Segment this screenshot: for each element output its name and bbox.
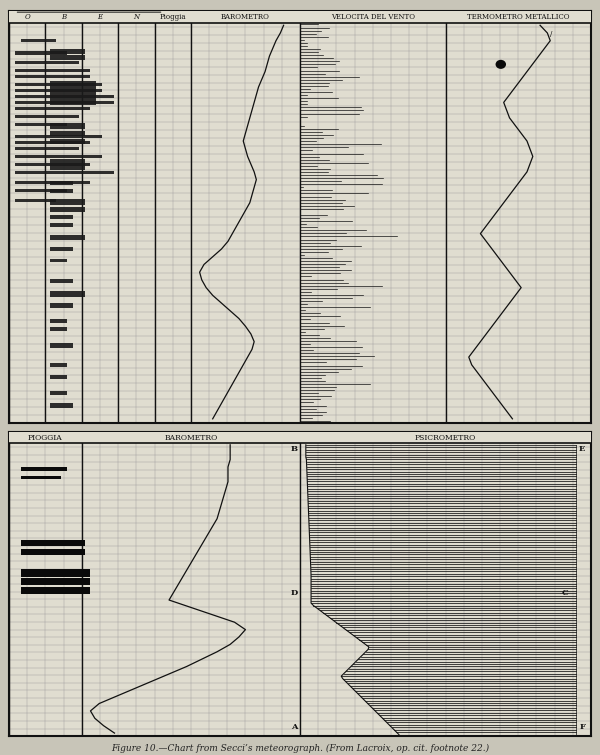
Bar <box>50 123 85 129</box>
Bar <box>15 155 102 158</box>
Bar <box>20 578 91 585</box>
Bar <box>20 467 67 471</box>
Bar <box>50 403 73 408</box>
Bar <box>50 363 67 367</box>
Bar <box>50 391 67 395</box>
Text: VELOCITA DEL VENTO: VELOCITA DEL VENTO <box>331 14 415 21</box>
Bar <box>15 76 91 78</box>
Text: PIOGGIA: PIOGGIA <box>28 433 63 442</box>
Text: D: D <box>290 589 298 596</box>
Bar <box>15 69 91 72</box>
Text: A: A <box>291 723 298 731</box>
Bar <box>15 181 91 184</box>
Bar <box>50 319 67 323</box>
Bar <box>50 291 85 297</box>
Bar <box>15 163 91 165</box>
Bar <box>50 259 67 262</box>
Ellipse shape <box>496 60 506 69</box>
Text: Pioggia: Pioggia <box>160 14 186 21</box>
Bar <box>50 199 85 205</box>
Text: PSICROMETRO: PSICROMETRO <box>415 433 476 442</box>
Bar <box>20 540 85 546</box>
Text: BAROMETRO: BAROMETRO <box>164 433 218 442</box>
Bar <box>20 476 61 479</box>
Bar <box>50 247 73 251</box>
Bar <box>50 279 73 283</box>
Bar <box>50 207 85 212</box>
Bar <box>15 135 102 137</box>
Bar <box>15 141 91 143</box>
Bar <box>15 123 67 126</box>
Bar <box>50 215 73 219</box>
Text: /: / <box>550 30 553 36</box>
Bar <box>50 89 96 97</box>
Bar <box>50 49 85 54</box>
Bar <box>15 61 79 64</box>
Text: C: C <box>562 589 568 596</box>
Bar <box>20 569 91 577</box>
Bar <box>50 165 85 170</box>
Text: TERMOMETRO METALLICO: TERMOMETRO METALLICO <box>467 14 569 21</box>
Text: Figure 10.—Chart from Secci’s meteorograph. (From Lacroix, op. cit. footnote 22.: Figure 10.—Chart from Secci’s meteorogra… <box>111 744 489 753</box>
Text: B: B <box>290 445 298 454</box>
Bar <box>15 199 56 202</box>
Bar <box>9 11 591 23</box>
Text: E: E <box>97 14 103 21</box>
Bar <box>15 95 114 97</box>
Bar <box>9 432 591 443</box>
Bar <box>50 343 73 348</box>
Bar <box>50 97 96 105</box>
Bar <box>15 116 79 119</box>
Bar <box>50 327 67 331</box>
Text: F: F <box>580 723 585 731</box>
Text: E: E <box>579 445 586 454</box>
Bar <box>50 55 85 60</box>
Bar <box>20 39 56 42</box>
Text: N: N <box>133 14 139 21</box>
Bar <box>50 303 73 308</box>
Bar <box>15 51 67 55</box>
Bar <box>15 89 102 92</box>
Bar <box>20 549 85 555</box>
Bar <box>50 159 85 165</box>
Bar <box>15 189 67 193</box>
Bar <box>15 83 102 86</box>
Bar <box>15 171 114 174</box>
Text: B: B <box>61 14 66 21</box>
Bar <box>15 147 79 150</box>
Bar <box>20 587 91 594</box>
Bar <box>50 189 73 193</box>
Text: O: O <box>25 14 30 21</box>
Bar <box>50 223 73 227</box>
Bar <box>50 181 73 185</box>
Text: BAROMETRO: BAROMETRO <box>221 14 270 21</box>
Bar <box>15 107 91 109</box>
Bar <box>50 375 67 379</box>
Bar <box>15 101 114 103</box>
Bar <box>50 139 85 144</box>
Bar <box>50 81 96 89</box>
Bar <box>50 235 85 240</box>
Bar <box>50 131 85 136</box>
